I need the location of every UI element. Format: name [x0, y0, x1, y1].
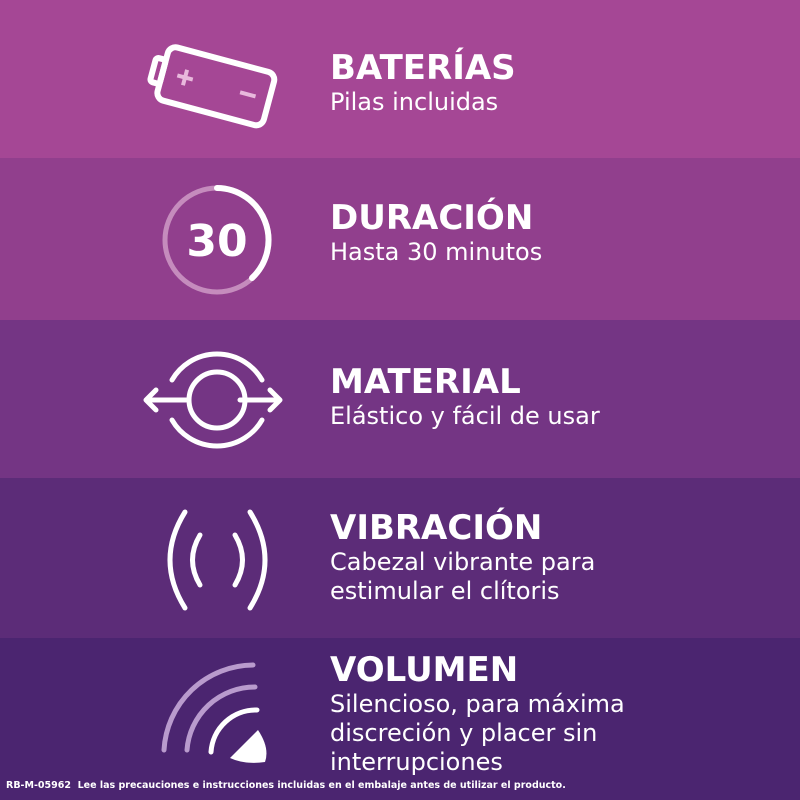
feature-title: VOLUMEN — [330, 650, 519, 690]
disclaimer-text: Lee las precauciones e instrucciones inc… — [77, 780, 566, 791]
feature-batteries: BATERÍAS Pilas incluidas — [0, 0, 800, 158]
feature-description-line: estimular el clítoris — [330, 577, 560, 605]
feature-description: Hasta 30 minutos — [330, 238, 543, 266]
feature-title: VIBRACIÓN — [330, 508, 543, 548]
feature-title: DURACIÓN — [330, 198, 534, 238]
vibration-icon — [167, 509, 268, 611]
footer-disclaimer: RB-M-05962 Lee las precauciones e instru… — [6, 780, 566, 791]
timer-number: 30 — [186, 216, 247, 267]
stretch-circle-icon — [143, 351, 283, 449]
timer-30-icon: 30 — [162, 185, 272, 295]
battery-icon — [147, 44, 278, 129]
feature-description: Pilas incluidas — [330, 88, 499, 116]
feature-description: Elástico y fácil de usar — [330, 402, 600, 430]
feature-title: BATERÍAS — [330, 48, 516, 88]
feature-vibration: VIBRACIÓN Cabezal vibrante para estimula… — [0, 478, 800, 638]
feature-duration: 30 DURACIÓN Hasta 30 minutos — [0, 158, 800, 320]
feature-description-line: Cabezal vibrante para — [330, 548, 596, 576]
feature-description-line: interrupciones — [330, 748, 503, 776]
feature-description-line: discreción y placer sin — [330, 719, 598, 747]
feature-title: MATERIAL — [330, 362, 521, 402]
feature-volume: VOLUMEN Silencioso, para máxima discreci… — [0, 638, 800, 800]
product-code: RB-M-05962 — [6, 780, 71, 791]
volume-icon — [161, 662, 267, 763]
feature-description-line: Silencioso, para máxima — [330, 690, 625, 718]
feature-material: MATERIAL Elástico y fácil de usar — [0, 320, 800, 478]
